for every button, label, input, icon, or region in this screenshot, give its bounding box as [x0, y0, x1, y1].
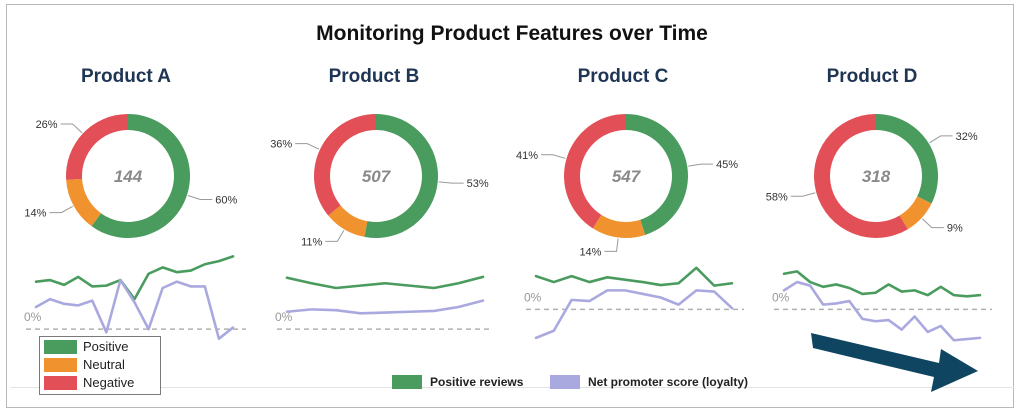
key-item-neutral: Neutral — [40, 356, 160, 373]
zero-label-0: 0% — [24, 310, 42, 324]
donut-label-3-positive: 32% — [956, 131, 978, 143]
product-b-title: Product B — [328, 66, 420, 87]
donut-slice-3-neutral — [899, 196, 932, 230]
donut-slice-0-negative — [66, 114, 128, 180]
sentiment-key: Positive Neutral Negative — [39, 336, 161, 395]
donut-leader-2-neutral — [604, 238, 619, 252]
donut-leader-0-neutral — [49, 205, 74, 214]
donut-leader-2-positive — [688, 163, 714, 167]
legend-item-positive-reviews: Positive reviews — [392, 373, 523, 391]
key-swatch-negative — [44, 375, 77, 390]
key-item-positive: Positive — [40, 338, 160, 355]
positive-reviews-line-2 — [534, 266, 734, 287]
figure-title: Monitoring Product Features over Time — [316, 22, 708, 45]
donut-leader-0-negative — [60, 123, 83, 134]
positive-reviews-line-3 — [782, 270, 982, 298]
donut-slice-0-neutral — [66, 178, 101, 227]
net-promoter-line-1 — [285, 299, 485, 315]
legend-label-positive-reviews: Positive reviews — [430, 375, 524, 389]
key-label-positive: Positive — [83, 339, 129, 354]
donut-label-1-neutral: 11% — [301, 236, 322, 248]
trend-arrow-icon — [811, 333, 978, 392]
donut-leader-3-negative — [790, 192, 816, 197]
divider — [10, 387, 1014, 388]
product-a-title: Product A — [80, 66, 172, 87]
positive-reviews-line-0 — [34, 255, 235, 301]
product-d-title: Product D — [826, 66, 918, 87]
net-promoter-line-2 — [534, 289, 734, 340]
donut-label-2-positive: 45% — [716, 159, 738, 171]
key-label-negative: Negative — [83, 375, 135, 390]
donut-slice-1-positive — [364, 114, 438, 238]
legend-swatch-positive-reviews — [392, 375, 422, 389]
donut-leader-3-neutral — [921, 218, 944, 229]
donut-leader-3-positive — [929, 135, 953, 144]
zero-label-3: 0% — [772, 290, 790, 304]
donut-label-1-positive: 53% — [467, 178, 489, 190]
donut-slice-1-negative — [313, 114, 376, 216]
net-promoter-line-3 — [782, 280, 982, 342]
donut-slice-3-negative — [814, 114, 908, 238]
donut-center-total-3: 318 — [862, 167, 891, 186]
donut-label-2-negative: 41% — [516, 150, 538, 162]
donut-label-3-neutral: 9% — [947, 223, 963, 235]
key-swatch-positive — [44, 339, 77, 354]
donut-leader-1-positive — [438, 181, 464, 184]
donut-label-0-positive: 60% — [215, 194, 237, 206]
donut-leader-2-negative — [541, 154, 566, 159]
donut-center-total-0: 144 — [114, 167, 143, 186]
donut-label-0-negative: 26% — [36, 119, 58, 131]
donut-center-total-2: 547 — [612, 167, 642, 186]
donut-label-3-negative: 58% — [766, 191, 788, 203]
donut-label-2-neutral: 14% — [579, 246, 601, 258]
key-label-neutral: Neutral — [83, 357, 125, 372]
legend-swatch-net-promoter — [550, 375, 580, 389]
figure-frame — [6, 4, 1014, 408]
product-c-title: Product C — [577, 66, 669, 87]
donut-label-0-neutral: 14% — [24, 208, 46, 220]
legend-label-net-promoter: Net promoter score (loyalty) — [588, 375, 749, 389]
donut-slice-0-positive — [91, 114, 190, 238]
donut-slice-2-positive — [626, 114, 688, 235]
donut-leader-0-positive — [187, 194, 213, 200]
key-item-negative: Negative — [40, 374, 160, 391]
key-swatch-neutral — [44, 357, 77, 372]
donut-leader-1-neutral — [325, 229, 345, 242]
zero-label-2: 0% — [524, 290, 542, 304]
donut-slice-2-neutral — [592, 214, 646, 238]
donut-slice-2-negative — [564, 114, 626, 229]
positive-reviews-line-1 — [285, 275, 485, 290]
donut-slice-3-positive — [876, 114, 939, 204]
donut-slice-1-neutral — [328, 205, 368, 237]
net-promoter-line-0 — [34, 278, 235, 340]
donut-leader-1-negative — [295, 143, 320, 150]
legend-item-net-promoter: Net promoter score (loyalty) — [550, 373, 748, 391]
donut-label-1-negative: 36% — [270, 139, 292, 151]
zero-label-1: 0% — [275, 310, 293, 324]
donut-center-total-1: 507 — [362, 167, 392, 186]
